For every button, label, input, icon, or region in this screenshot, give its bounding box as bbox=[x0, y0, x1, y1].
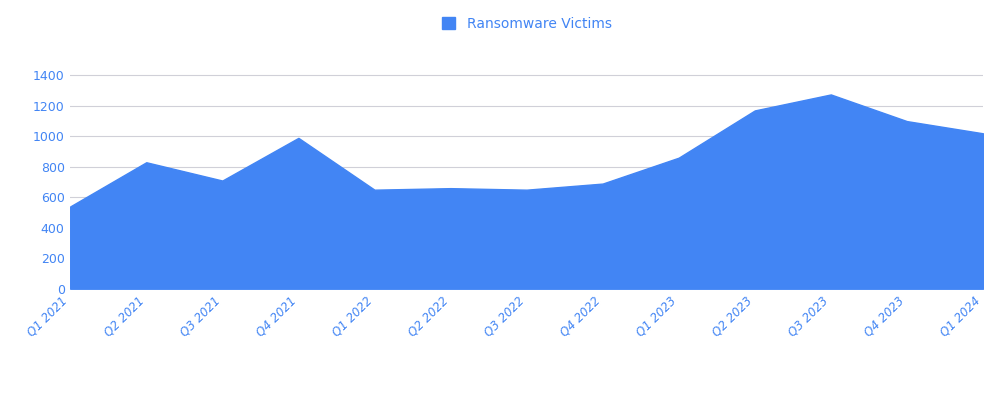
Legend: Ransomware Victims: Ransomware Victims bbox=[441, 17, 611, 31]
